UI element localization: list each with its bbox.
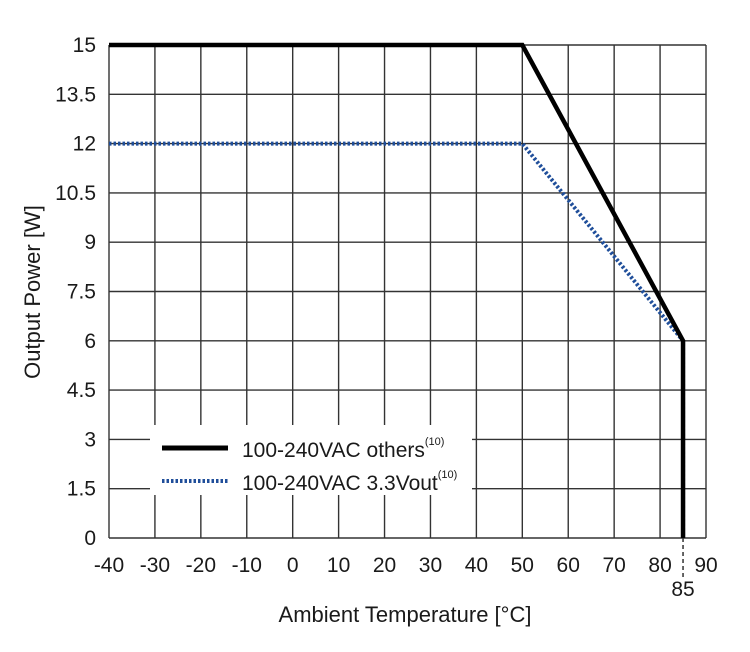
x-tick-label: -20 [186,554,216,577]
x-tick-label: 70 [602,554,625,577]
x-extra-tick-label: 85 [671,578,694,601]
y-tick-label: 0 [84,527,96,550]
x-tick-label: 0 [287,554,299,577]
x-tick-label: 80 [648,554,671,577]
legend-label-3v3: 100-240VAC 3.3Vout(10) [242,469,457,495]
y-tick-label: 13.5 [55,83,96,106]
y-axis-label: Output Power [W] [20,205,45,379]
x-tick-label: 60 [557,554,580,577]
legend: 100-240VAC others(10) 100-240VAC 3.3Vout… [150,425,472,495]
x-tick-label: 50 [511,554,534,577]
x-tick-label: -10 [232,554,262,577]
legend-label-others: 100-240VAC others(10) [242,436,444,462]
y-tick-label: 10.5 [55,182,96,205]
x-tick-label: -30 [140,554,170,577]
x-tick-label: 10 [327,554,350,577]
y-tick-label: 1.5 [67,478,96,501]
x-axis-label: Ambient Temperature [°C] [279,602,532,627]
y-tick-label: 12 [73,133,96,156]
y-tick-label: 4.5 [67,379,96,402]
x-tick-label: 40 [465,554,488,577]
series-lines [109,42,686,538]
series-line-others [109,42,686,538]
x-tick-label: 20 [373,554,396,577]
y-tick-label: 9 [84,231,96,254]
tick-labels: -40 -30 -20 -10 0 10 20 30 40 50 60 70 80 90 0 1.5 3 4.5 6… [55,34,718,601]
x-tick-label: 90 [694,554,717,577]
x-tick-label: -40 [94,554,124,577]
y-tick-label: 3 [84,428,96,451]
x-tick-label: 30 [419,554,442,577]
y-tick-label: 6 [84,330,96,353]
y-tick-label: 15 [73,34,96,57]
legend-background [150,425,472,495]
y-tick-label: 7.5 [67,281,96,304]
